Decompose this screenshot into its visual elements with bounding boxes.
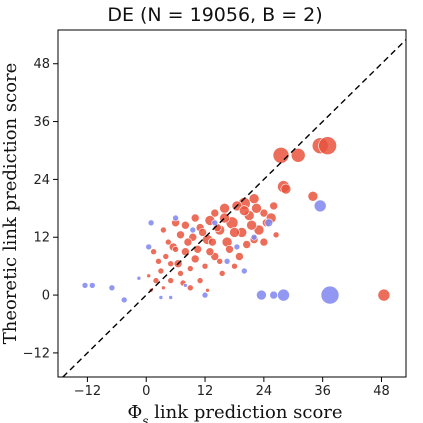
red-data-point <box>253 224 265 236</box>
x-tick-label: −12 <box>74 384 101 399</box>
red-data-point <box>208 237 217 247</box>
blue-data-point <box>145 243 152 251</box>
red-data-point <box>172 246 179 253</box>
red-data-point <box>152 277 160 284</box>
y-tick-label: 0 <box>42 289 50 304</box>
y-axis-ticks: −12 0 12 24 36 48 <box>23 57 58 361</box>
red-data-point <box>235 252 244 261</box>
x-tick-label: 0 <box>142 384 150 399</box>
red-data-point <box>210 208 220 218</box>
blue-data-point <box>81 282 89 289</box>
y-tick-label: 24 <box>33 173 50 188</box>
red-data-point <box>160 226 167 234</box>
chart-title: DE (N = 19056, B = 2) <box>107 4 322 26</box>
red-data-point <box>219 203 230 214</box>
blue-data-point <box>313 199 327 213</box>
red-data-point <box>167 260 174 268</box>
red-data-point <box>205 247 215 256</box>
blue-data-point <box>277 288 290 302</box>
blue-data-point <box>158 295 164 300</box>
red-data-point <box>377 288 391 302</box>
red-data-point <box>246 219 257 231</box>
plot-frame <box>57 29 407 378</box>
red-data-point <box>242 240 251 249</box>
y-tick-label: 12 <box>33 231 50 246</box>
red-data-point <box>229 227 240 238</box>
red-data-point <box>259 208 269 218</box>
blue-data-point <box>211 219 219 227</box>
red-data-point <box>177 270 184 277</box>
blue-data-point <box>223 257 231 265</box>
red-data-point <box>190 213 200 223</box>
blue-data-point <box>241 267 248 275</box>
blue-data-point <box>120 296 128 304</box>
blue-data-point <box>89 282 96 289</box>
red-data-point <box>162 253 170 260</box>
x-tick-label: 12 <box>197 384 214 399</box>
blue-data-point <box>256 289 267 301</box>
y-tick-label: 48 <box>33 57 50 72</box>
red-data-point <box>307 191 319 202</box>
blue-data-point <box>147 219 155 227</box>
blue-data-point <box>168 295 173 300</box>
red-data-point <box>272 231 280 239</box>
blue-data-point <box>250 233 258 241</box>
blue-data-point <box>269 290 279 300</box>
red-data-point <box>187 284 194 292</box>
red-data-point <box>181 220 190 230</box>
red-data-point <box>205 287 210 293</box>
red-data-point <box>225 245 234 254</box>
red-data-point <box>248 193 260 204</box>
red-data-point <box>167 277 174 284</box>
red-data-point <box>146 273 151 279</box>
blue-data-point <box>201 291 209 299</box>
red-data-point <box>251 203 262 214</box>
red-data-point <box>239 205 250 216</box>
red-data-point <box>161 285 166 291</box>
data-points <box>81 136 391 305</box>
red-data-point <box>218 270 226 277</box>
red-data-point <box>176 230 185 240</box>
red-data-point <box>201 262 209 270</box>
x-tick-label: 48 <box>373 384 390 399</box>
red-data-point <box>157 267 165 275</box>
red-data-point <box>280 183 292 195</box>
reference-diagonal-line <box>62 39 407 378</box>
red-data-point <box>318 136 337 155</box>
red-data-point <box>269 201 279 211</box>
red-data-point <box>183 237 193 247</box>
red-data-point <box>187 265 194 272</box>
red-data-point <box>290 148 306 163</box>
blue-data-point <box>264 218 274 228</box>
y-axis-label: Theoretic link prediction score <box>0 63 21 345</box>
red-data-point <box>216 257 223 265</box>
blue-data-point <box>233 243 241 251</box>
red-data-point <box>190 254 200 264</box>
red-data-point <box>198 228 207 237</box>
red-data-point <box>259 237 269 247</box>
red-data-point <box>231 262 238 270</box>
red-data-point <box>196 277 204 284</box>
x-tick-label: 36 <box>314 384 331 399</box>
blue-data-point <box>320 285 340 305</box>
blue-data-point <box>189 226 197 234</box>
red-data-point <box>272 147 290 164</box>
x-axis-ticks: −12 0 12 24 36 48 <box>74 377 390 399</box>
y-tick-label: −12 <box>23 346 50 361</box>
blue-data-point <box>108 284 116 292</box>
red-data-point <box>155 257 162 265</box>
blue-data-point <box>136 275 142 281</box>
x-tick-label: 24 <box>256 384 273 399</box>
red-data-point <box>165 238 172 246</box>
blue-data-point <box>183 283 188 288</box>
red-data-point <box>150 248 157 255</box>
y-tick-label: 36 <box>33 115 50 130</box>
blue-data-point <box>172 214 179 222</box>
x-axis-label: Φs link prediction score <box>127 402 342 423</box>
